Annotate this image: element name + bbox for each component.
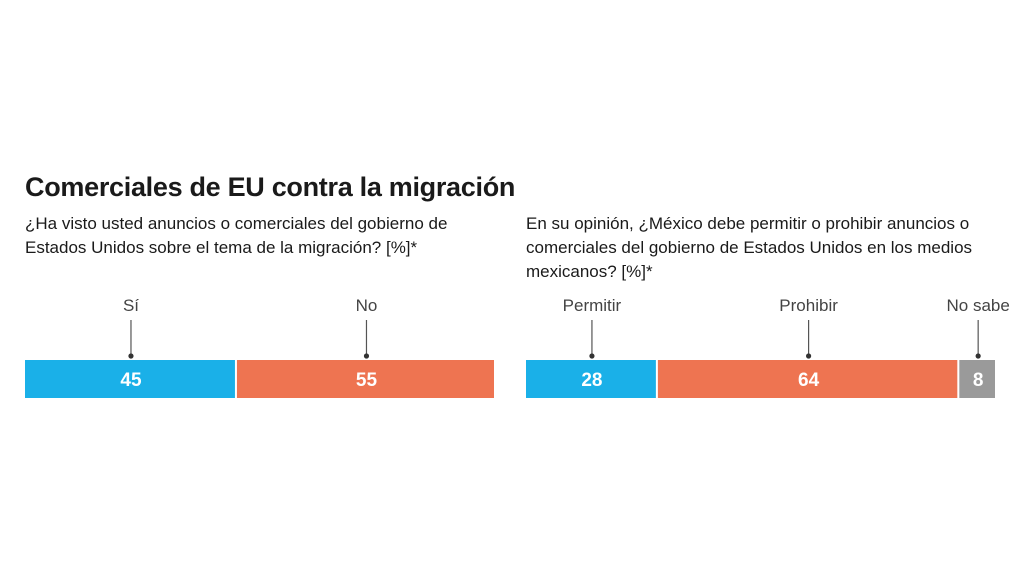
question-1-text: ¿Ha visto usted anuncios o comerciales d… (25, 214, 448, 257)
category-label: Sí (123, 296, 139, 315)
leader-dot (363, 353, 370, 359)
leader-dot (589, 353, 595, 359)
chart-title: Comerciales de EU contra la migración (25, 172, 516, 202)
bar-segment (236, 360, 494, 398)
question-2-text: En su opinión, ¿México debe permitir o p… (526, 214, 973, 281)
category-label: Permitir (563, 296, 622, 315)
value-label: 45 (120, 370, 142, 391)
category-label: No (356, 296, 378, 315)
stacked-bar-chart-1: 45 Sí 55 No (25, 290, 496, 402)
value-label: 8 (973, 370, 984, 391)
value-label: 28 (581, 370, 602, 391)
bar-segment (526, 360, 656, 398)
bar-segment (959, 360, 995, 398)
category-label: Prohibir (779, 296, 838, 315)
leader-dot (975, 353, 981, 359)
category-label: No sabe (946, 296, 1009, 315)
value-label: 64 (798, 370, 820, 391)
bar-segment (657, 360, 958, 398)
leader-dot (128, 353, 134, 359)
stacked-bar-svg-2: 28 Permitir 64 Prohibir 8 No sabe (526, 296, 1010, 398)
bar-segment (25, 360, 235, 398)
leader-dot (806, 353, 812, 359)
stacked-bar-svg-1: 45 Sí 55 No (25, 296, 494, 398)
stacked-bar-chart-2: 28 Permitir 64 Prohibir 8 No sabe (526, 290, 1010, 402)
value-label: 55 (356, 370, 378, 391)
